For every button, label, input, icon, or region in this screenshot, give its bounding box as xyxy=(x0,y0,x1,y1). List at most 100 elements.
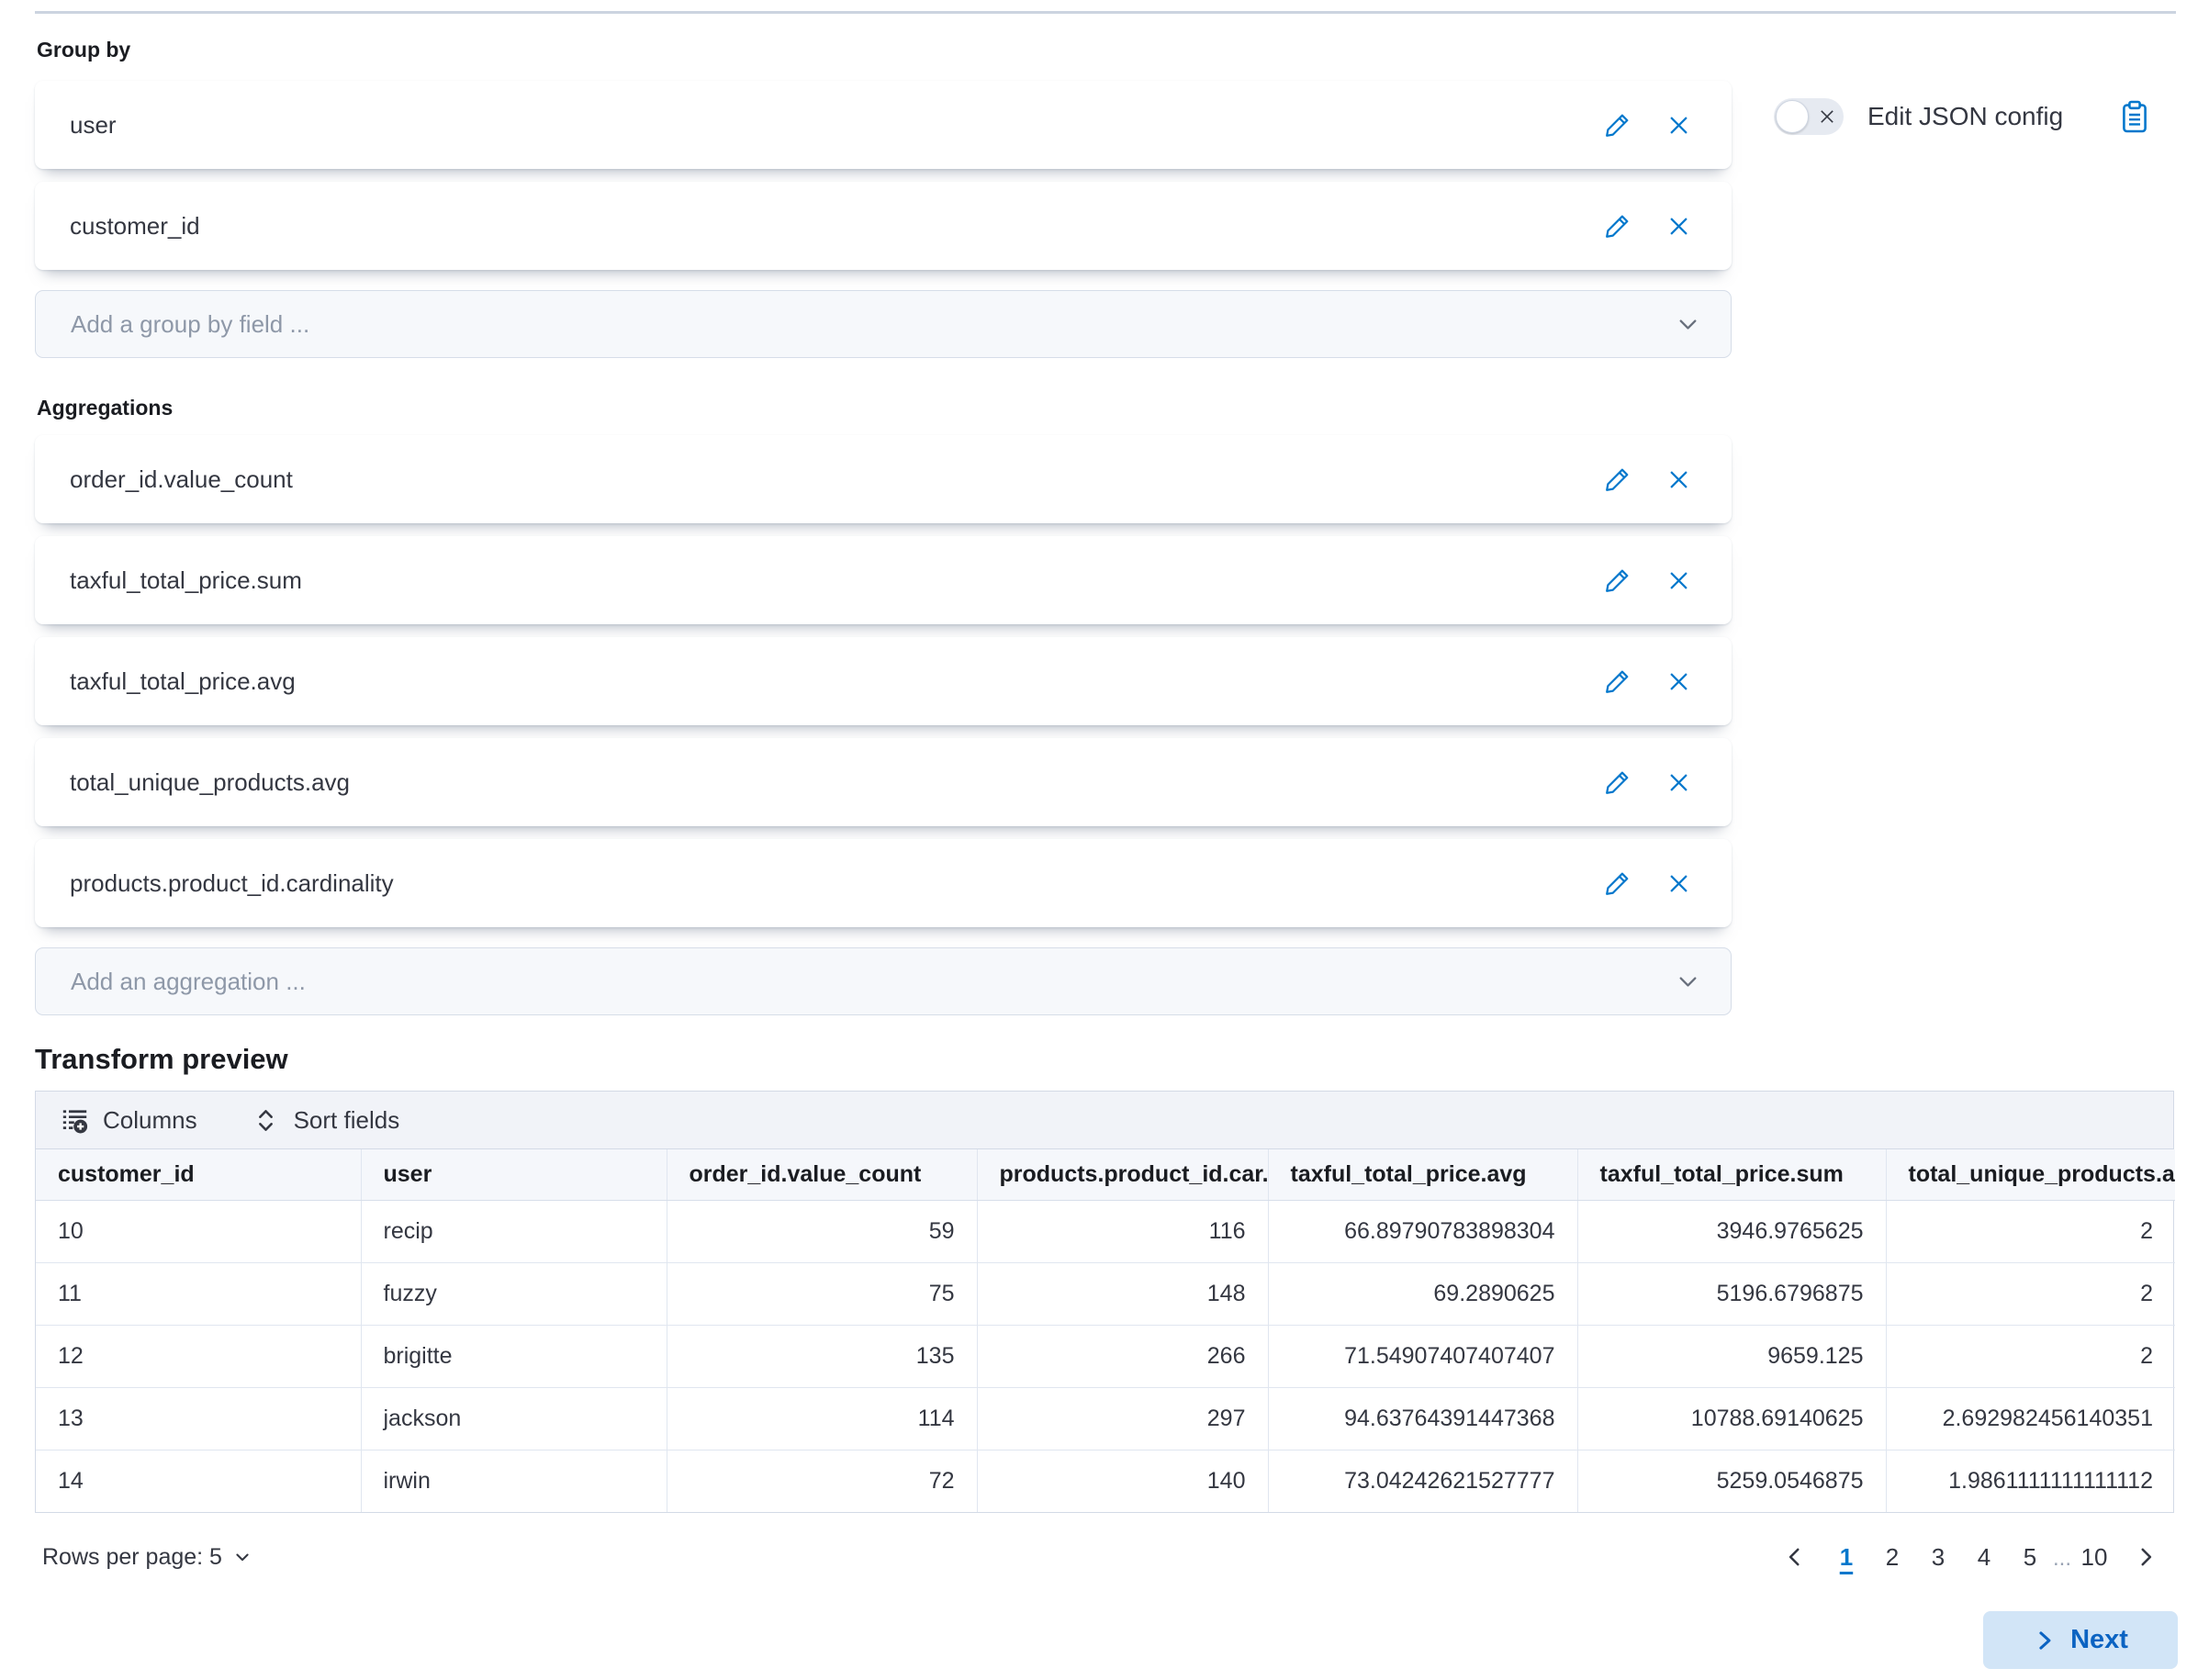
pencil-icon xyxy=(1606,872,1629,895)
group-by-label: Group by xyxy=(37,38,131,62)
preview-cell: 148 xyxy=(976,1261,1268,1325)
config-item-card: taxful_total_price.sum xyxy=(35,536,1732,624)
delete-item-button[interactable] xyxy=(1661,208,1697,244)
previous-page-button[interactable] xyxy=(1770,1540,1820,1574)
pencil-icon xyxy=(1606,215,1629,238)
delete-item-button[interactable] xyxy=(1661,765,1697,801)
sortable-icon xyxy=(258,1109,273,1131)
config-item-actions xyxy=(1599,866,1697,902)
preview-cell: 5259.0546875 xyxy=(1576,1449,1886,1512)
edit-item-button[interactable] xyxy=(1599,208,1635,244)
delete-item-button[interactable] xyxy=(1661,107,1697,143)
edit-json-toggle[interactable] xyxy=(1774,98,1844,135)
x-icon xyxy=(1670,874,1688,892)
sort-fields-button-label: Sort fields xyxy=(293,1105,400,1134)
preview-cell: 2 xyxy=(1885,1261,2175,1325)
page-number-button[interactable]: 1 xyxy=(1823,1538,1869,1577)
add-group-by-placeholder: Add a group by field ... xyxy=(71,309,310,338)
edit-item-button[interactable] xyxy=(1599,765,1635,801)
pencil-icon xyxy=(1606,569,1629,592)
next-page-button[interactable] xyxy=(2121,1540,2170,1574)
config-item-label: total_unique_products.avg xyxy=(70,767,351,796)
page-number-button[interactable]: 4 xyxy=(1961,1538,2007,1577)
preview-cell: 2.692982456140351 xyxy=(1885,1386,2175,1450)
page-number-button[interactable]: 5 xyxy=(2007,1538,2053,1577)
page-number-button[interactable]: 3 xyxy=(1915,1538,1961,1577)
preview-cell: 69.2890625 xyxy=(1267,1261,1577,1325)
config-item-card: total_unique_products.avg xyxy=(35,738,1732,826)
preview-cell: 114 xyxy=(666,1386,977,1450)
preview-cell: 66.89790783898304 xyxy=(1267,1200,1577,1262)
column-header[interactable]: products.product_id.car... xyxy=(976,1149,1268,1201)
preview-cell: 59 xyxy=(666,1200,977,1262)
page-number-button[interactable]: 10 xyxy=(2071,1538,2117,1577)
edit-item-button[interactable] xyxy=(1599,563,1635,599)
next-step-button[interactable]: Next xyxy=(1983,1611,2178,1669)
preview-cell: 140 xyxy=(976,1449,1268,1512)
preview-cell: recip xyxy=(360,1200,667,1262)
pencil-icon xyxy=(1606,114,1629,137)
json-config-row: Edit JSON config xyxy=(1774,95,2153,138)
edit-item-button[interactable] xyxy=(1599,462,1635,498)
x-icon xyxy=(1670,672,1688,690)
config-item-label: order_id.value_count xyxy=(70,465,293,493)
sort-fields-button[interactable]: Sort fields xyxy=(251,1103,402,1138)
add-aggregation-select[interactable]: Add an aggregation ... xyxy=(35,947,1732,1015)
pencil-icon xyxy=(1606,771,1629,794)
preview-cell: 11 xyxy=(36,1261,361,1325)
preview-cell: 116 xyxy=(976,1200,1268,1262)
preview-cell: 135 xyxy=(666,1324,977,1387)
column-header[interactable]: customer_id xyxy=(36,1149,361,1201)
table-row: 13 jackson 114 297 94.63764391447368 10788.69… xyxy=(36,1386,2175,1450)
chevron-down-icon xyxy=(1676,970,1699,993)
column-header[interactable]: total_unique_products.a... xyxy=(1885,1149,2175,1201)
x-icon xyxy=(1670,571,1688,589)
column-header[interactable]: user xyxy=(360,1149,667,1201)
x-icon xyxy=(1670,116,1688,134)
column-header[interactable]: taxful_total_price.avg xyxy=(1267,1149,1577,1201)
chevron-down-icon xyxy=(1676,313,1699,336)
pencil-icon xyxy=(1606,468,1629,491)
preview-table-toolbar: Columns Sort fields xyxy=(36,1092,2173,1149)
delete-item-button[interactable] xyxy=(1661,563,1697,599)
transform-preview-section: Transform preview Columns Sort f xyxy=(35,1043,2175,1585)
preview-cell: 10 xyxy=(58,1217,84,1244)
add-group-by-select[interactable]: Add a group by field ... xyxy=(35,290,1732,358)
preview-table-footer: Rows per page: 5 1 2 3 4 5... 10 xyxy=(35,1529,2174,1585)
pencil-icon xyxy=(1606,670,1629,693)
toggle-off-x-icon xyxy=(1821,110,1833,123)
preview-cell: 13 xyxy=(36,1386,361,1450)
page-number-button[interactable]: 2 xyxy=(1869,1538,1915,1577)
config-item-actions xyxy=(1599,107,1697,143)
config-item-label: taxful_total_price.avg xyxy=(70,666,296,695)
config-item-actions xyxy=(1599,563,1697,599)
delete-item-button[interactable] xyxy=(1661,462,1697,498)
chevron-left-icon xyxy=(1789,1548,1800,1566)
edit-item-button[interactable] xyxy=(1599,664,1635,700)
x-icon xyxy=(1670,470,1688,488)
edit-item-button[interactable] xyxy=(1599,107,1635,143)
delete-item-button[interactable] xyxy=(1661,866,1697,902)
config-item-actions xyxy=(1599,462,1697,498)
preview-table-header-row: customer_id user order_id.value_count produ… xyxy=(36,1149,2175,1201)
column-header[interactable]: order_id.value_count xyxy=(666,1149,977,1201)
list-add-icon xyxy=(62,1109,88,1133)
delete-item-button[interactable] xyxy=(1661,664,1697,700)
rows-per-page-label: Rows per page: 5 xyxy=(42,1543,222,1570)
config-item-label: products.product_id.cardinality xyxy=(70,868,394,897)
transform-preview-title: Transform preview xyxy=(35,1043,288,1075)
add-aggregation-placeholder: Add an aggregation ... xyxy=(71,967,306,995)
columns-button[interactable]: Columns xyxy=(60,1103,199,1138)
preview-cell: 9659.125 xyxy=(1576,1324,1886,1387)
copy-config-button[interactable] xyxy=(2116,95,2153,138)
preview-cell: irwin xyxy=(360,1449,667,1512)
rows-per-page-button[interactable]: Rows per page: 5 xyxy=(39,1540,255,1574)
edit-item-button[interactable] xyxy=(1599,866,1635,902)
pagination: 1 2 3 4 5... 10 xyxy=(1770,1538,2170,1577)
pivot-config-section: Group by user customer_id xyxy=(35,37,1732,1015)
edit-json-label: Edit JSON config xyxy=(1867,102,2064,130)
column-header[interactable]: taxful_total_price.sum xyxy=(1576,1149,1886,1201)
preview-cell: brigitte xyxy=(360,1324,667,1387)
config-item-card: customer_id xyxy=(35,182,1732,270)
